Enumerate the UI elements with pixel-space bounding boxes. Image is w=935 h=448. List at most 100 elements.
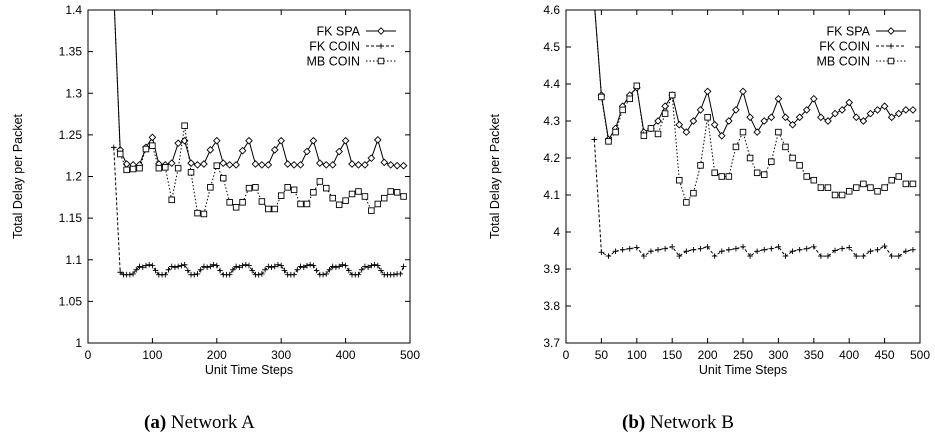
chart-a-mb-coin-point <box>219 174 227 182</box>
chart-b-fk-coin-point <box>733 245 739 252</box>
chart-a-fk-spa-point <box>290 161 298 169</box>
chart-a-fk-coin-point <box>226 271 233 278</box>
chart-b-mb-coin-point <box>860 180 867 188</box>
chart-a-mb-coin-point <box>335 201 343 209</box>
chart-b-fk-spa-point <box>859 117 868 125</box>
chart-a-fk-coin-point <box>297 263 304 270</box>
chart-b-mb-coin-point <box>626 95 633 103</box>
chart-b-fk-spa-point <box>866 109 875 118</box>
chart-b-legend-marker-fk-coin <box>888 43 894 49</box>
chart-a-mb-coin-point <box>258 198 266 205</box>
chart-a-fk-coin-point <box>175 263 181 270</box>
chart-a-fk-coin-point <box>304 262 310 269</box>
chart-b-xtick-label: 150 <box>662 348 682 362</box>
chart-a-fk-coin-point <box>133 266 140 273</box>
chart-b-mb-coin-point <box>831 191 839 199</box>
chart-a-fk-coin-point <box>207 263 214 270</box>
chart-b-mb-coin-point <box>711 169 718 177</box>
chart-a-mb-coin-point <box>368 207 375 214</box>
chart-b-mb-coin-point <box>902 180 910 188</box>
chart-a-fk-coin-point <box>358 266 365 273</box>
chart-a-fk-spa-point <box>296 161 305 169</box>
chart-b-fk-coin-point <box>895 253 902 259</box>
chart-b-mb-coin-point <box>782 143 789 151</box>
chart-b-fk-spa-point <box>753 128 761 136</box>
chart-a-mb-coin-point <box>116 150 124 158</box>
chart-b-mb-coin-point <box>753 169 761 177</box>
chart-a-fk-coin-point <box>271 263 278 270</box>
chart-b-fk-spa-point <box>689 117 698 125</box>
chart-b-fk-coin-point <box>846 244 852 251</box>
chart-b-fk-coin-point <box>747 253 753 259</box>
chart-a-mb-coin-point <box>207 184 214 191</box>
chart-b-fk-spa-point <box>852 113 861 122</box>
chart-b-mb-coin-point <box>803 173 810 180</box>
chart-a-mb-coin-point <box>380 194 388 202</box>
chart-a-mb-coin-point <box>181 122 188 129</box>
chart-b-fk-coin-point <box>641 253 647 259</box>
chart-b-mb-coin-point <box>640 132 648 140</box>
chart-a-fk-coin-point <box>246 262 252 269</box>
chart-b-fk-coin-point <box>662 245 668 252</box>
chart-b-y-axis-label: Total Delay per Packet <box>488 113 502 239</box>
caption-b-label: (b) <box>622 412 646 433</box>
chart-b-fk-spa-point <box>703 87 712 96</box>
chart-a-fk-spa-point <box>232 161 240 169</box>
chart-b-fk-spa-point <box>717 131 726 140</box>
chart-a-fk-spa-point <box>212 136 221 145</box>
chart-b-mb-coin-point <box>838 191 846 199</box>
chart-a-mb-coin-point <box>316 178 324 185</box>
chart-a-fk-coin-point <box>117 269 123 276</box>
chart-b-xtick-label: 200 <box>698 348 718 362</box>
caption-b-text: Network B <box>649 412 734 433</box>
chart-b-ytick-label: 4 <box>553 225 560 239</box>
chart-b-fk-spa-point <box>661 102 669 111</box>
chart-b-xtick-label: 500 <box>910 348 930 362</box>
chart-a-ytick-label: 1.1 <box>65 253 82 267</box>
chart-a-fk-coin-point <box>139 264 146 271</box>
chart-a-fk-spa-point <box>322 161 331 169</box>
chart-a-fk-coin-point <box>214 262 220 269</box>
chart-a-fk-coin-point <box>368 262 375 269</box>
chart-b-fk-coin-point <box>818 253 824 259</box>
chart-a-series-mb-coin <box>113 10 407 218</box>
chart-b: 3.7 3.8 3.9 4 4.1 4.2 4.3 4.4 4.5 4.6 0 50 100 150 200… <box>488 3 930 377</box>
chart-b-fk-spa-point <box>880 102 889 111</box>
chart-b-fk-spa-point <box>887 113 896 122</box>
chart-a-fk-coin-point <box>162 271 169 278</box>
chart-b-fk-coin-point <box>910 246 916 253</box>
chart-a-fk-spa-point <box>367 154 376 163</box>
chart-a-mb-coin-point <box>162 164 169 171</box>
chart-a-fk-coin-point <box>194 271 201 277</box>
chart-a-fk-spa-point <box>219 159 228 168</box>
chart-a-fk-coin-point <box>275 261 281 268</box>
chart-a-ytick-label: 1.2 <box>65 170 82 184</box>
chart-b-mb-coin-point <box>775 128 782 136</box>
chart-b-mb-coin-point <box>746 154 754 162</box>
chart-b-fk-coin-point <box>634 244 640 251</box>
chart-b-fk-coin-line <box>593 139 913 257</box>
chart-a-fk-coin-point <box>130 271 136 277</box>
chart-b-fk-coin-point <box>881 243 888 249</box>
chart-b-fk-coin-point <box>619 246 626 253</box>
chart-b-fk-coin-point <box>874 246 881 253</box>
chart-a-fk-coin-point <box>165 266 172 273</box>
chart-a-fk-coin-point <box>397 271 404 277</box>
chart-a-legend-label-fk-spa: FK SPA <box>316 25 360 39</box>
chart-a-fk-coin-point <box>255 271 262 278</box>
chart-b-fk-coin-point <box>768 245 775 252</box>
chart-a-fk-coin-point <box>265 263 272 270</box>
chart-a-fk-spa-point <box>174 139 182 148</box>
chart-b-fk-coin-point <box>811 244 817 250</box>
chart-a-fk-coin-point <box>152 267 159 274</box>
chart-b-ytick-label: 4.2 <box>543 151 560 165</box>
chart-a-fk-coin-point <box>300 264 307 271</box>
chart-a-fk-coin-point <box>268 264 275 271</box>
chart-b-fk-spa-point <box>710 120 719 129</box>
chart-b-ytick-label: 4.5 <box>543 40 560 54</box>
chart-b-fk-coin-point <box>796 246 803 253</box>
chart-a-series-fk-coin <box>110 144 407 278</box>
chart-a-legend-marker-fk-coin <box>378 43 384 49</box>
chart-b-xtick-label: 50 <box>595 348 609 362</box>
